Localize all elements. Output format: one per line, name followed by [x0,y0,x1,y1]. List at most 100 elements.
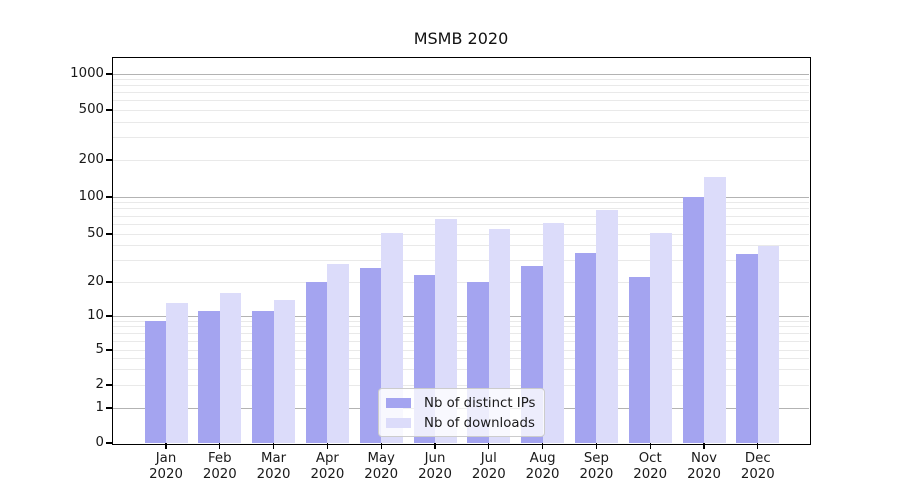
x-tick-label: Nov 2020 [687,451,721,482]
gridline-minor [113,208,809,210]
y-tick [106,281,112,283]
gridline-minor [113,85,809,87]
x-tick [326,443,329,449]
bar-distinct-ips [252,311,274,443]
bar-downloads [273,299,296,443]
gridline-minor [113,159,809,161]
x-tick [703,443,705,449]
gridline-minor [113,109,809,111]
x-tick [488,443,490,449]
y-tick-label: 20 [87,274,104,289]
gridline-minor [113,349,809,351]
gridline-minor [113,223,809,225]
gridline-minor [113,100,809,102]
y-tick [106,442,112,444]
x-tick [649,443,651,449]
gridline-minor [113,332,809,334]
bar-distinct-ips [305,282,328,443]
x-tick-label: Jul 2020 [471,451,506,482]
x-tick-label: Jan 2020 [149,451,183,482]
y-tick [106,109,112,111]
gridline-minor [113,384,809,386]
gridline-minor [113,369,809,370]
x-tick-label: May 2020 [364,451,399,482]
bar-downloads [704,177,726,443]
x-tick-label: Oct 2020 [633,451,668,482]
x-tick [272,443,275,449]
bar-downloads [435,219,457,443]
bar-distinct-ips [198,311,220,443]
legend-swatch-downloads [386,418,411,428]
gridline-minor [113,326,809,328]
chart-title: MSMB 2020 [413,29,509,48]
y-tick-label: 1 [95,400,104,415]
gridline-minor [113,78,809,80]
gridline-major [113,315,809,317]
y-tick-label: 1000 [70,66,104,81]
x-tick-label: Dec 2020 [740,451,775,482]
y-tick [106,159,112,161]
x-tick [757,443,759,449]
y-tick-label: 500 [78,102,104,117]
x-tick-label: Mar 2020 [256,451,291,482]
bar-distinct-ips [359,268,382,443]
bar-downloads [757,245,780,443]
gridline-minor [113,233,809,235]
x-tick-label: Sep 2020 [579,451,614,482]
gridline-minor [113,121,809,123]
y-tick-label: 10 [87,308,104,323]
legend: Nb of distinct IPs Nb of downloads [378,388,545,437]
y-tick [106,196,112,198]
y-tick-label: 5 [95,342,104,357]
bar-downloads [327,264,349,443]
legend-label-distinct-ips: Nb of distinct IPs [424,395,536,411]
y-tick [106,384,112,386]
x-tick [165,443,167,449]
y-tick [106,315,112,317]
legend-row: Nb of downloads [386,413,544,433]
bar-downloads [596,210,618,443]
legend-swatch-distinct-ips [386,398,411,408]
bar-downloads [650,232,672,443]
bar-downloads [166,303,188,443]
x-tick [434,443,436,449]
gridline-minor [113,281,809,283]
gridline-minor [113,358,809,360]
bar-downloads [542,223,565,443]
x-tick-label: Aug 2020 [525,451,560,482]
y-tick-label: 200 [78,152,104,167]
gridline-minor [113,320,809,322]
gridline-minor [113,92,809,94]
y-tick [106,349,112,351]
x-tick [380,443,382,449]
y-tick-label: 100 [78,189,104,204]
x-tick-label: Jun 2020 [418,451,452,482]
gridline-minor [113,215,809,217]
y-tick-label: 0 [95,435,104,450]
legend-row: Nb of distinct IPs [386,393,544,413]
y-tick [106,73,112,75]
x-tick [541,443,544,449]
bar-distinct-ips [628,277,651,443]
gridline-minor [113,137,809,139]
y-tick-label: 50 [87,226,104,241]
bar-distinct-ips [144,321,166,443]
x-tick [219,443,221,449]
gridline-minor [113,245,809,247]
gridline-major [113,73,809,75]
bar-downloads [219,292,242,443]
x-tick [595,443,598,449]
bar-distinct-ips [574,252,597,443]
bar-distinct-ips [736,254,758,443]
gridline-minor [113,340,809,342]
gridline-major [113,196,809,198]
y-tick [106,233,112,235]
x-tick-label: Feb 2020 [202,451,237,482]
plot-area [111,56,811,445]
legend-label-downloads: Nb of downloads [424,415,535,431]
gridline-minor [113,260,809,262]
gridline-minor [113,202,809,204]
x-tick-label: Apr 2020 [310,451,345,482]
y-tick [106,407,112,409]
